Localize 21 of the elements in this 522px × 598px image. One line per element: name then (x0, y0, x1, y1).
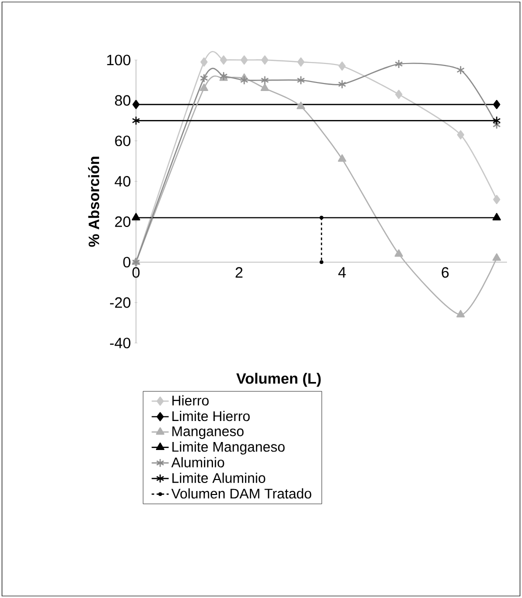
legend-label: Volumen DAM Tratado (171, 488, 312, 499)
x-tick-label: 0 (132, 267, 140, 278)
x-tick-label: 2 (236, 267, 242, 278)
y-axis-title: % Absorción (88, 156, 100, 247)
legend-label: Limite Aluminio (172, 472, 266, 483)
y-tick-label: -40 (110, 338, 130, 348)
legend-label: Limite Hierro (172, 410, 250, 422)
legend-label: Limite Manganeso (172, 442, 285, 455)
y-tick-label: 60 (115, 136, 130, 146)
legend-label: Manganeso (172, 426, 244, 439)
x-tick-label: 4 (338, 267, 346, 278)
x-tick-label: 6 (442, 267, 449, 278)
y-tick-label: 40 (114, 176, 130, 187)
legend-label: Hierro (172, 395, 209, 406)
x-axis-title: Volumen (L) (236, 372, 321, 387)
legend-label: Aluminio (171, 457, 224, 468)
y-tick-label: -20 (110, 297, 130, 308)
y-tick-label: 100 (107, 54, 130, 66)
y-tick-label: 0 (123, 256, 130, 268)
y-tick-label: 20 (115, 216, 130, 227)
y-tick-label: 80 (115, 95, 130, 106)
